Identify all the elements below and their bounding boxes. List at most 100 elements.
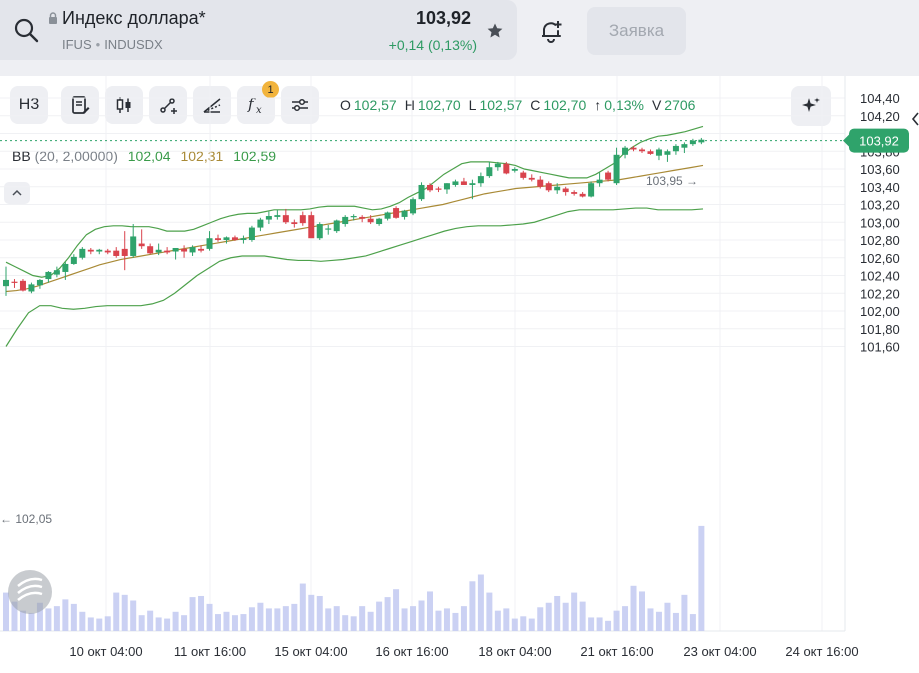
candle-body (554, 186, 561, 191)
y-tick-label: 102,80 (860, 233, 900, 248)
volume-bar (206, 603, 213, 631)
volume-bar (11, 601, 18, 631)
candle-body (53, 270, 60, 275)
order-button[interactable]: Заявка (587, 7, 686, 55)
volume-bar (427, 591, 433, 631)
candle-body (655, 149, 662, 156)
candle-body (460, 181, 467, 185)
candle-body (681, 144, 688, 148)
candle-body (308, 215, 315, 239)
sparkle-icon (802, 97, 820, 112)
volume-bar (291, 603, 298, 631)
volume-bar (181, 615, 188, 631)
candle-body (70, 256, 77, 264)
volume-bar (104, 616, 111, 631)
collapse-legend-button[interactable] (4, 182, 30, 204)
y-tick-label: 101,60 (860, 340, 900, 355)
volume-bar (511, 618, 518, 631)
svg-text:x: x (256, 105, 262, 116)
bell-plus-icon[interactable] (538, 18, 564, 44)
candle-body (579, 193, 586, 197)
high-marker-label: 103,95 → (646, 174, 698, 188)
volume-bar (393, 589, 400, 631)
volume-bar (299, 583, 306, 631)
volume-bar (53, 606, 60, 631)
candle-body (520, 172, 527, 178)
ticker-code: INDUSDX (104, 37, 163, 52)
volume-bar (79, 611, 86, 631)
volume-bar (257, 602, 264, 631)
volume-bar (435, 610, 442, 631)
candle-body (333, 220, 340, 232)
candle-body (291, 222, 298, 225)
volume-bar (410, 606, 417, 631)
settings-sliders-button[interactable] (281, 86, 319, 124)
candle-body (537, 179, 544, 187)
candle-body (410, 199, 417, 214)
volume-bar (596, 617, 603, 631)
candle-body (427, 184, 433, 191)
candle-body (596, 179, 603, 184)
volume-bar (28, 612, 35, 631)
y-tick-label: 102,00 (860, 304, 900, 319)
volume-bar (647, 608, 654, 631)
volume-bar (3, 592, 9, 631)
chart-settings-button[interactable] (61, 86, 99, 124)
candle-body (494, 163, 501, 168)
candle-body (647, 151, 654, 154)
x-tick-label: 11 окт 16:00 (174, 644, 246, 659)
volume-bar (503, 608, 510, 631)
ohlc-value: 102,70 (543, 97, 587, 113)
candle-body (79, 248, 86, 258)
volume-bar (520, 616, 527, 631)
search-icon[interactable] (12, 16, 40, 44)
candle-body (639, 149, 645, 152)
y-tick-label: 103,40 (860, 180, 900, 195)
indicator-name: BB (12, 148, 31, 164)
last-price-tag (849, 128, 909, 153)
indicator-count-badge: 1 (262, 81, 279, 98)
candle-body (562, 188, 569, 193)
volume-bar (308, 594, 315, 631)
volume-bar (613, 610, 620, 631)
candle-body (130, 236, 137, 256)
candle-body (401, 210, 408, 217)
candle-body (359, 216, 366, 219)
y-tick-label: 104,20 (860, 109, 900, 124)
candle-body (45, 271, 52, 280)
instrument-name: Индекс доллара* (62, 8, 206, 28)
candle-body (113, 250, 120, 256)
candle-body (511, 169, 518, 171)
ohlc-value: 2706 (664, 97, 696, 113)
volume-bar (588, 617, 595, 631)
candle-body (282, 215, 289, 223)
candle-body (664, 151, 671, 155)
candle-body (418, 184, 425, 200)
volume-bar (333, 606, 340, 631)
timeframe-button[interactable]: H3 (10, 86, 48, 124)
fibonacci-tools-button[interactable] (193, 86, 231, 124)
volume-bar (639, 591, 645, 631)
y-tick-label: 101,80 (860, 322, 900, 337)
candle-body (274, 215, 281, 217)
chart-type-button[interactable] (105, 86, 143, 124)
ohlc-key: O (340, 97, 351, 113)
candle-body (630, 147, 637, 150)
candle-body (28, 284, 35, 292)
ai-assistant-button[interactable] (791, 86, 831, 126)
candle-body (672, 145, 679, 152)
x-tick-label: 18 окт 04:00 (478, 644, 551, 659)
drawing-tools-button[interactable] (149, 86, 187, 124)
chevron-left-icon[interactable] (911, 112, 919, 126)
bollinger-legend[interactable]: BB (20, 2,00000) 102,04 102,31 102,59 (12, 148, 276, 164)
volume-bar (486, 592, 493, 631)
instrument-search[interactable]: Индекс доллара* IFUS • INDUSDX 103,92 +0,1… (0, 0, 517, 60)
candle-body (172, 247, 179, 252)
candle-body (215, 238, 221, 240)
star-icon[interactable] (486, 22, 504, 40)
candle-body (571, 192, 578, 194)
candle-body (104, 250, 111, 253)
y-tick-label: 102,20 (860, 286, 900, 301)
